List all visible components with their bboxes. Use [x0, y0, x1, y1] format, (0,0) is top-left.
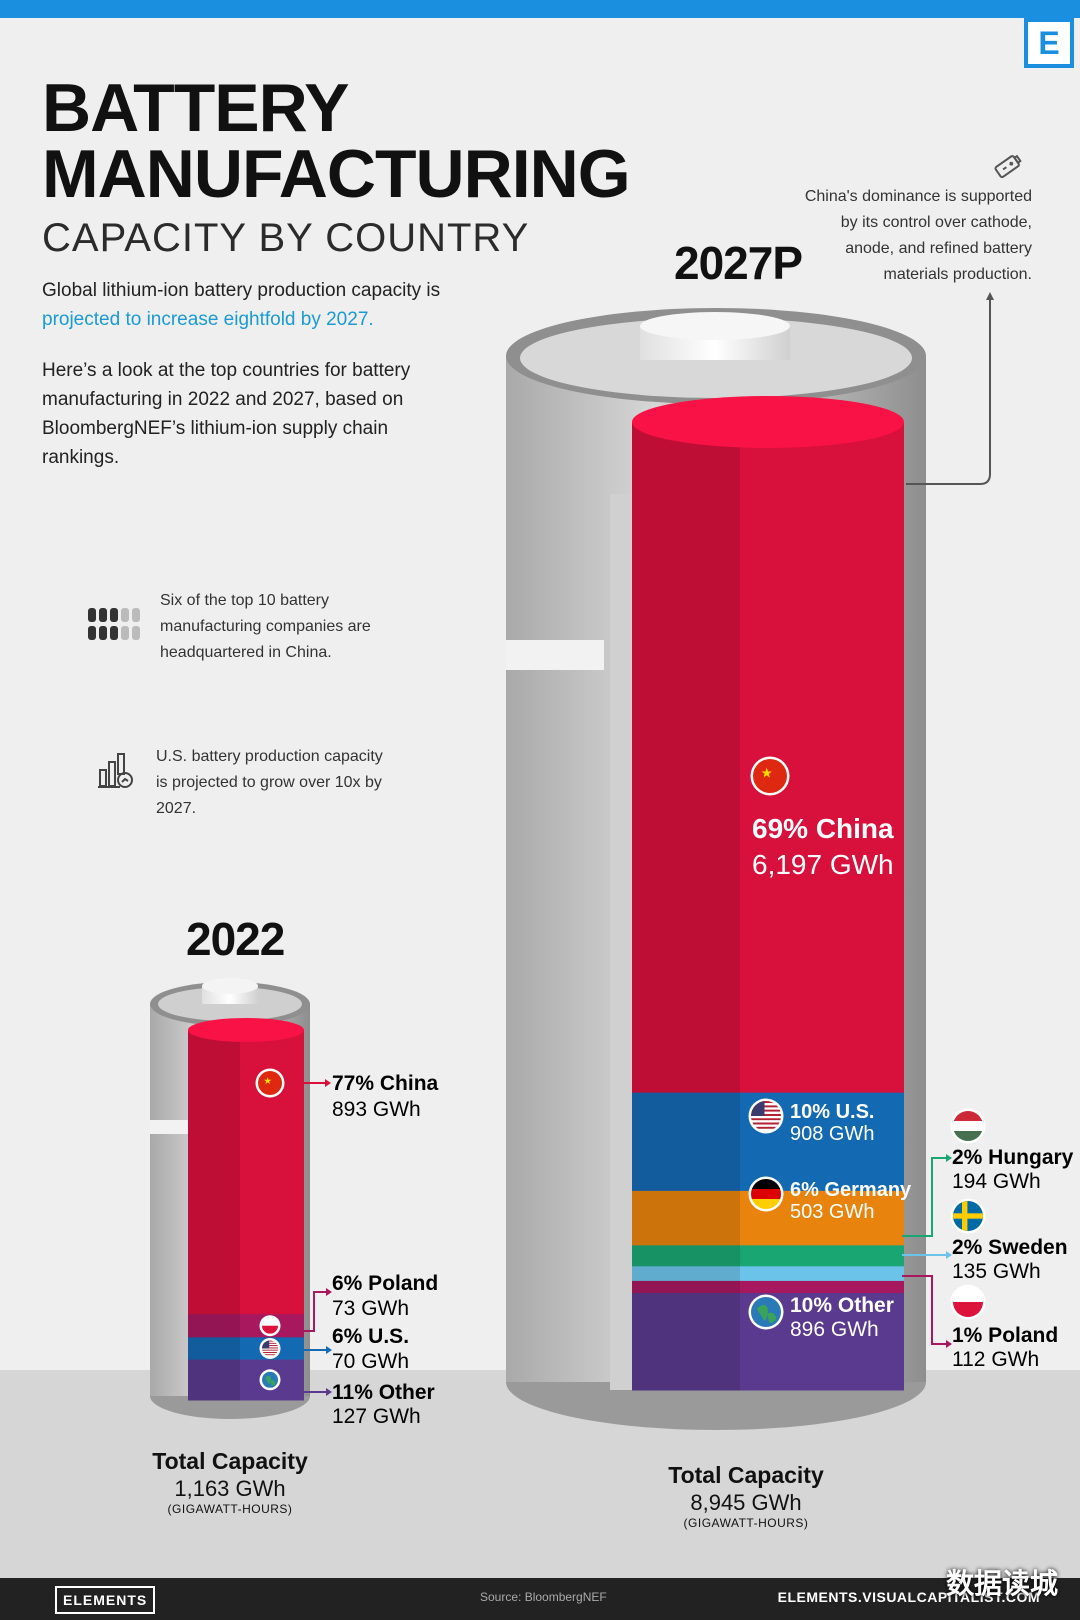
bar-2022-segment-us [188, 1337, 304, 1361]
value-2027-us: 908 GWh [790, 1123, 874, 1145]
year-2022-label: 2022 [186, 913, 285, 965]
label-2027-hungary: 2% Hungary [952, 1146, 1074, 1169]
flag-2022-other [259, 1369, 281, 1391]
subtitle: CAPACITY BY COUNTRY [42, 216, 530, 260]
leader-2027-hungary [902, 1157, 946, 1237]
label-2022-china: 77% China [332, 1072, 439, 1095]
label-2027-poland: 1% Poland [952, 1324, 1058, 1347]
battery-icon [994, 154, 1022, 179]
value-2027-germany: 503 GWh [790, 1201, 874, 1223]
label-2022-us: 6% U.S. [332, 1325, 409, 1348]
flag-2027-germany [748, 1176, 784, 1212]
bar-2027-segment-sweden [632, 1266, 904, 1282]
leader-2022-poland [300, 1291, 326, 1332]
intro-highlight: projected to increase eightfold by 2027. [42, 309, 374, 330]
value-2027-other: 896 GWh [790, 1318, 879, 1341]
elements-logo[interactable]: E [1024, 18, 1074, 68]
total-2022-unit: (GIGAWATT-HOURS) [167, 1502, 293, 1516]
arrow-2022-china [325, 1079, 331, 1087]
label-2022-poland: 6% Poland [332, 1272, 438, 1295]
bar-2027-segment-china [632, 422, 904, 1094]
flag-2022-china: ★ [255, 1068, 285, 1098]
footer: ELEMENTS Source: BloombergNEF ELEMENTS.V… [0, 1578, 1080, 1620]
flag-2027-sweden [950, 1198, 986, 1234]
leader-2027-poland [902, 1275, 946, 1345]
total-2027: Total Capacity 8,945 GWh (GIGAWATT-HOURS… [656, 1462, 836, 1530]
total-2027-label: Total Capacity [668, 1462, 824, 1488]
bar-2027-segment-other [632, 1293, 904, 1391]
flag-2027-other [748, 1294, 784, 1330]
total-2022: Total Capacity 1,163 GWh (GIGAWATT-HOURS… [150, 1448, 310, 1516]
arrow-2027-poland [946, 1340, 952, 1348]
note-china-dominance: China's dominance is supported by its co… [804, 188, 1032, 283]
footer-site-link[interactable]: ELEMENTS.VISUALCAPITALIST.COM [777, 1589, 1040, 1605]
dominance-callout-arrow [986, 292, 994, 300]
value-2027-hungary: 194 GWh [952, 1170, 1041, 1193]
label-2027-other: 10% Other [790, 1294, 894, 1317]
arrow-2022-us [326, 1346, 332, 1354]
label-2027-germany: 6% Germany [790, 1179, 912, 1201]
factories-icon [88, 608, 140, 640]
title-line-2: MANUFACTURING [42, 136, 631, 212]
flag-2022-poland [259, 1315, 281, 1337]
arrow-2027-hungary [946, 1154, 952, 1162]
label-2022-other: 11% Other [332, 1381, 435, 1404]
total-2022-value: 1,163 GWh [174, 1476, 286, 1501]
watermark: 数据读城 [945, 1568, 1058, 1599]
labels-2022: 77% China 893 GWh 6% Poland 73 GWh 6% U.… [300, 1072, 439, 1428]
value-2027-china: 6,197 GWh [752, 849, 894, 880]
total-2022-label: Total Capacity [152, 1448, 308, 1474]
flag-2027-hungary [950, 1108, 986, 1144]
intro-paragraph-1: Global lithium-ion battery production ca… [42, 276, 462, 334]
footer-brand[interactable]: ELEMENTS [55, 1586, 156, 1614]
value-2022-poland: 73 GWh [332, 1297, 409, 1320]
growth-chart-icon [98, 753, 133, 788]
bar-2022-segment-other [188, 1359, 304, 1401]
bar-2027-segment-poland [632, 1280, 904, 1294]
dominance-callout-line [906, 296, 991, 485]
intro-text: Global lithium-ion battery production ca… [42, 280, 441, 301]
arrow-2022-poland [326, 1288, 332, 1296]
battery-2022-segments [188, 1018, 304, 1401]
value-2027-sweden: 135 GWh [952, 1260, 1041, 1283]
label-2027-china: 69% China [752, 813, 894, 844]
bar-2027-stack-top [632, 396, 904, 448]
flag-2027-poland [950, 1284, 986, 1320]
bar-2022-segment-poland [188, 1314, 304, 1338]
footer-source: Source: BloombergNEF [480, 1590, 607, 1604]
total-2027-unit: (GIGAWATT-HOURS) [683, 1516, 809, 1530]
flags: ★★ [255, 756, 986, 1391]
value-2027-poland: 112 GWh [952, 1348, 1039, 1371]
arrow-2022-other [326, 1388, 332, 1396]
total-2027-value: 8,945 GWh [690, 1490, 802, 1515]
year-2027-label: 2027P [674, 237, 803, 289]
svg-text:★: ★ [263, 1076, 272, 1087]
bar-2022-stack-top [188, 1018, 304, 1042]
svg-text:★: ★ [761, 766, 773, 781]
battery-2027-segments [632, 396, 904, 1391]
value-2022-china: 893 GWh [332, 1098, 421, 1121]
intro-paragraph-2: Here’s a look at the top countries for b… [42, 360, 411, 468]
value-2022-other: 127 GWh [332, 1405, 421, 1428]
flag-2027-us [748, 1098, 784, 1134]
labels-2027: 69% China 6,197 GWh 10% U.S. 908 GWh 6% … [752, 292, 1074, 1371]
top-accent-bar [0, 0, 1080, 18]
value-2022-us: 70 GWh [332, 1350, 409, 1373]
title-line-1: BATTERY [42, 70, 350, 146]
bar-2027-segment-hungary [632, 1245, 904, 1267]
flag-2027-china: ★ [750, 756, 790, 796]
note-us-growth: U.S. battery production capacity is proj… [156, 748, 383, 817]
note-companies: Six of the top 10 battery manufacturing … [160, 592, 371, 661]
label-2027-sweden: 2% Sweden [952, 1236, 1068, 1259]
bar-2022-segment-china [188, 1030, 304, 1315]
arrow-2027-sweden [946, 1251, 952, 1259]
flag-2022-us [259, 1337, 281, 1359]
label-2027-us: 10% U.S. [790, 1101, 874, 1123]
